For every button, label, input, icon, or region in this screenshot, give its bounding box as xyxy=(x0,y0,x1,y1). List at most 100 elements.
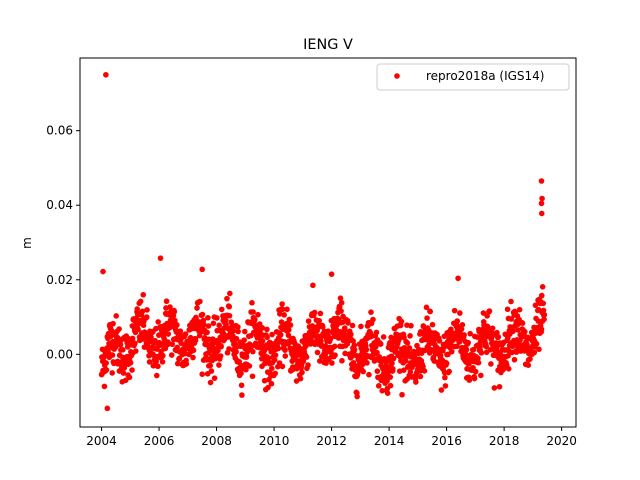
data-point xyxy=(199,371,205,377)
data-point xyxy=(264,334,270,341)
x-tick-label: 2004 xyxy=(86,434,117,448)
data-point xyxy=(249,299,255,306)
data-point xyxy=(408,322,414,329)
data-point xyxy=(494,329,500,336)
data-point xyxy=(204,329,210,336)
data-point xyxy=(281,312,287,318)
data-point xyxy=(264,326,270,333)
data-point xyxy=(360,368,367,375)
data-point xyxy=(169,341,176,348)
data-point xyxy=(261,377,268,384)
data-point xyxy=(404,340,411,346)
data-point xyxy=(250,309,256,315)
data-point xyxy=(172,317,178,324)
data-point xyxy=(538,200,545,207)
data-point xyxy=(351,342,358,349)
data-point xyxy=(436,338,443,344)
data-point xyxy=(387,382,394,389)
data-point xyxy=(246,363,253,369)
data-point xyxy=(539,284,546,290)
data-point xyxy=(268,365,275,372)
x-tick-label: 2012 xyxy=(316,434,347,448)
data-point xyxy=(375,383,382,389)
data-point xyxy=(192,337,199,344)
data-point xyxy=(314,349,321,356)
x-tick-label: 2014 xyxy=(374,434,405,448)
data-point xyxy=(407,333,413,339)
data-point xyxy=(230,327,237,334)
data-point xyxy=(277,331,284,338)
data-point xyxy=(350,338,356,344)
data-point xyxy=(311,309,318,316)
data-point xyxy=(182,331,189,337)
data-point xyxy=(538,178,545,184)
data-point xyxy=(458,326,465,332)
data-point xyxy=(496,383,503,390)
data-point xyxy=(252,316,258,323)
data-point xyxy=(429,321,436,328)
data-point xyxy=(103,367,110,373)
data-point xyxy=(474,334,481,340)
data-point xyxy=(194,305,200,311)
data-point xyxy=(535,318,542,324)
x-tick-label: 2006 xyxy=(144,434,175,448)
data-point xyxy=(190,347,197,354)
data-point xyxy=(199,266,205,273)
data-point xyxy=(282,353,289,359)
data-point xyxy=(446,368,453,375)
data-point xyxy=(217,353,224,359)
data-point xyxy=(317,358,323,364)
data-point xyxy=(370,316,376,323)
data-point xyxy=(318,338,324,344)
data-point xyxy=(243,366,249,373)
data-point xyxy=(211,375,218,381)
data-point xyxy=(438,387,445,393)
data-point xyxy=(241,328,248,335)
data-point xyxy=(284,306,290,313)
data-point xyxy=(471,375,478,382)
data-point xyxy=(377,341,384,347)
data-point xyxy=(208,368,215,374)
data-point xyxy=(475,359,482,366)
data-point xyxy=(226,346,232,352)
data-point xyxy=(531,349,538,356)
data-point xyxy=(174,322,180,328)
data-point xyxy=(200,317,207,324)
data-point xyxy=(103,360,109,366)
data-point xyxy=(459,322,466,328)
data-point xyxy=(127,360,134,366)
data-point xyxy=(120,370,127,376)
data-point xyxy=(249,373,256,380)
data-point xyxy=(183,361,190,367)
data-point xyxy=(454,318,461,324)
data-point xyxy=(120,347,126,353)
data-point xyxy=(160,352,166,359)
data-point xyxy=(214,315,220,321)
data-point xyxy=(504,306,511,313)
data-point xyxy=(423,304,430,311)
data-point xyxy=(207,379,214,386)
data-point xyxy=(140,291,147,298)
data-point xyxy=(129,335,136,342)
data-point xyxy=(135,326,141,333)
data-point xyxy=(279,363,286,370)
data-point xyxy=(239,392,245,398)
data-point xyxy=(413,379,419,385)
data-point xyxy=(243,354,250,360)
axis-ticks: 2004 2006 2008 2010 2012 2014 2016 2018 2020 0.00… xyxy=(46,124,577,448)
data-point xyxy=(308,338,315,344)
data-point xyxy=(390,355,397,362)
data-point xyxy=(327,336,334,342)
data-point xyxy=(275,345,282,352)
data-point xyxy=(457,310,463,316)
data-point xyxy=(265,384,271,391)
data-point xyxy=(190,354,196,361)
data-point xyxy=(286,316,293,323)
data-point xyxy=(139,308,146,315)
data-point xyxy=(538,292,545,299)
data-point xyxy=(329,360,335,366)
data-point xyxy=(293,378,300,384)
data-point xyxy=(448,326,454,333)
data-point xyxy=(261,347,268,354)
